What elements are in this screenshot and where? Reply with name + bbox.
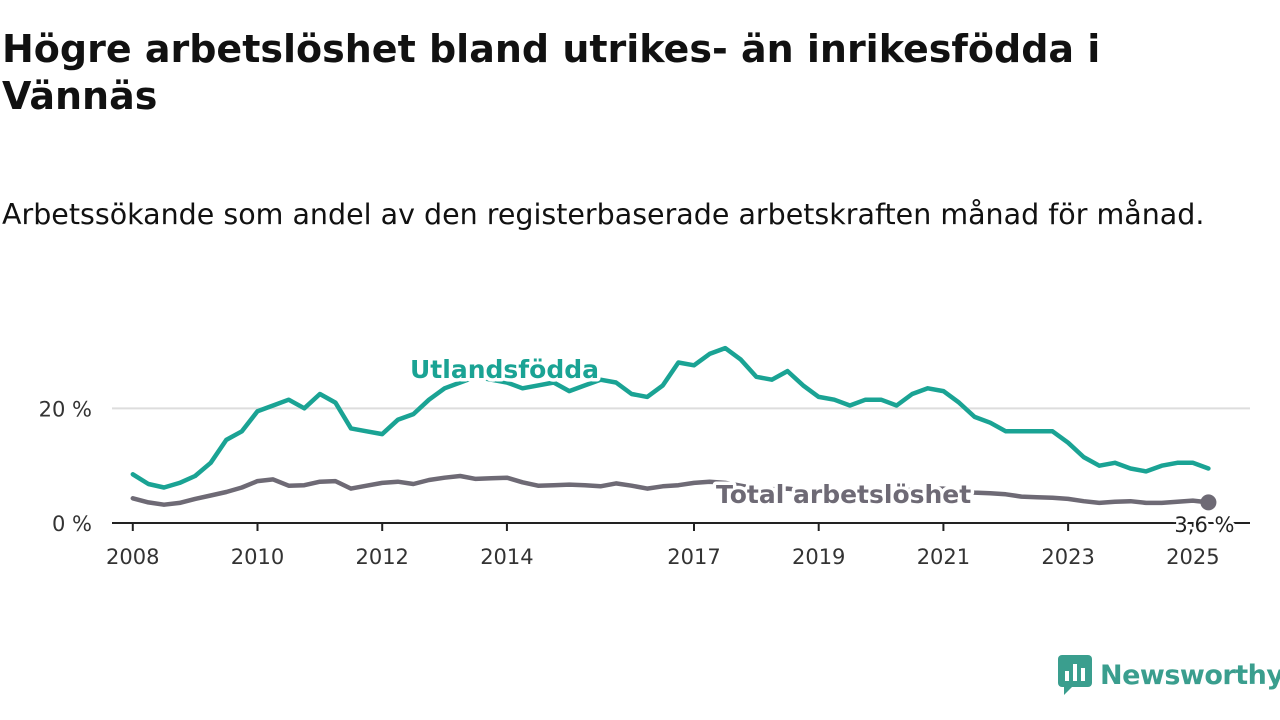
end-value-label: 3,6 % <box>1174 513 1234 537</box>
x-tick-label: 2008 <box>106 545 159 569</box>
x-tick-label: 2019 <box>792 545 845 569</box>
x-tick-label: 2012 <box>355 545 408 569</box>
y-tick-label: 20 % <box>39 397 92 421</box>
chart-title: Högre arbetslöshet bland utrikes- än inr… <box>2 27 1101 118</box>
x-tick-label: 2023 <box>1041 545 1094 569</box>
newsworthy-logo: Newsworthy <box>1058 654 1280 696</box>
series-line-utlandsfodda <box>130 345 1211 490</box>
series-line-total <box>130 473 1211 507</box>
x-tick-label: 2025 <box>1166 545 1219 569</box>
x-tick-label: 2021 <box>917 545 970 569</box>
x-tick-label: 2017 <box>667 545 720 569</box>
line-chart: 0 % 20 % 2008 2010 2012 2014 2017 2019 2021 2023 2… <box>39 345 1250 569</box>
end-point-marker <box>1200 494 1217 511</box>
chart-subtitle: Arbetssökande som andel av den registerb… <box>2 198 1205 231</box>
series-label-total: Total arbetslöshet <box>716 480 971 509</box>
newsworthy-logo-icon <box>1058 655 1092 695</box>
x-tick-label: 2014 <box>480 545 533 569</box>
x-tick-label: 2010 <box>231 545 284 569</box>
brand-name: Newsworthy <box>1100 659 1280 691</box>
series-label-utlandsfodda: Utlandsfödda <box>410 355 599 384</box>
y-tick-label: 0 % <box>52 512 92 536</box>
